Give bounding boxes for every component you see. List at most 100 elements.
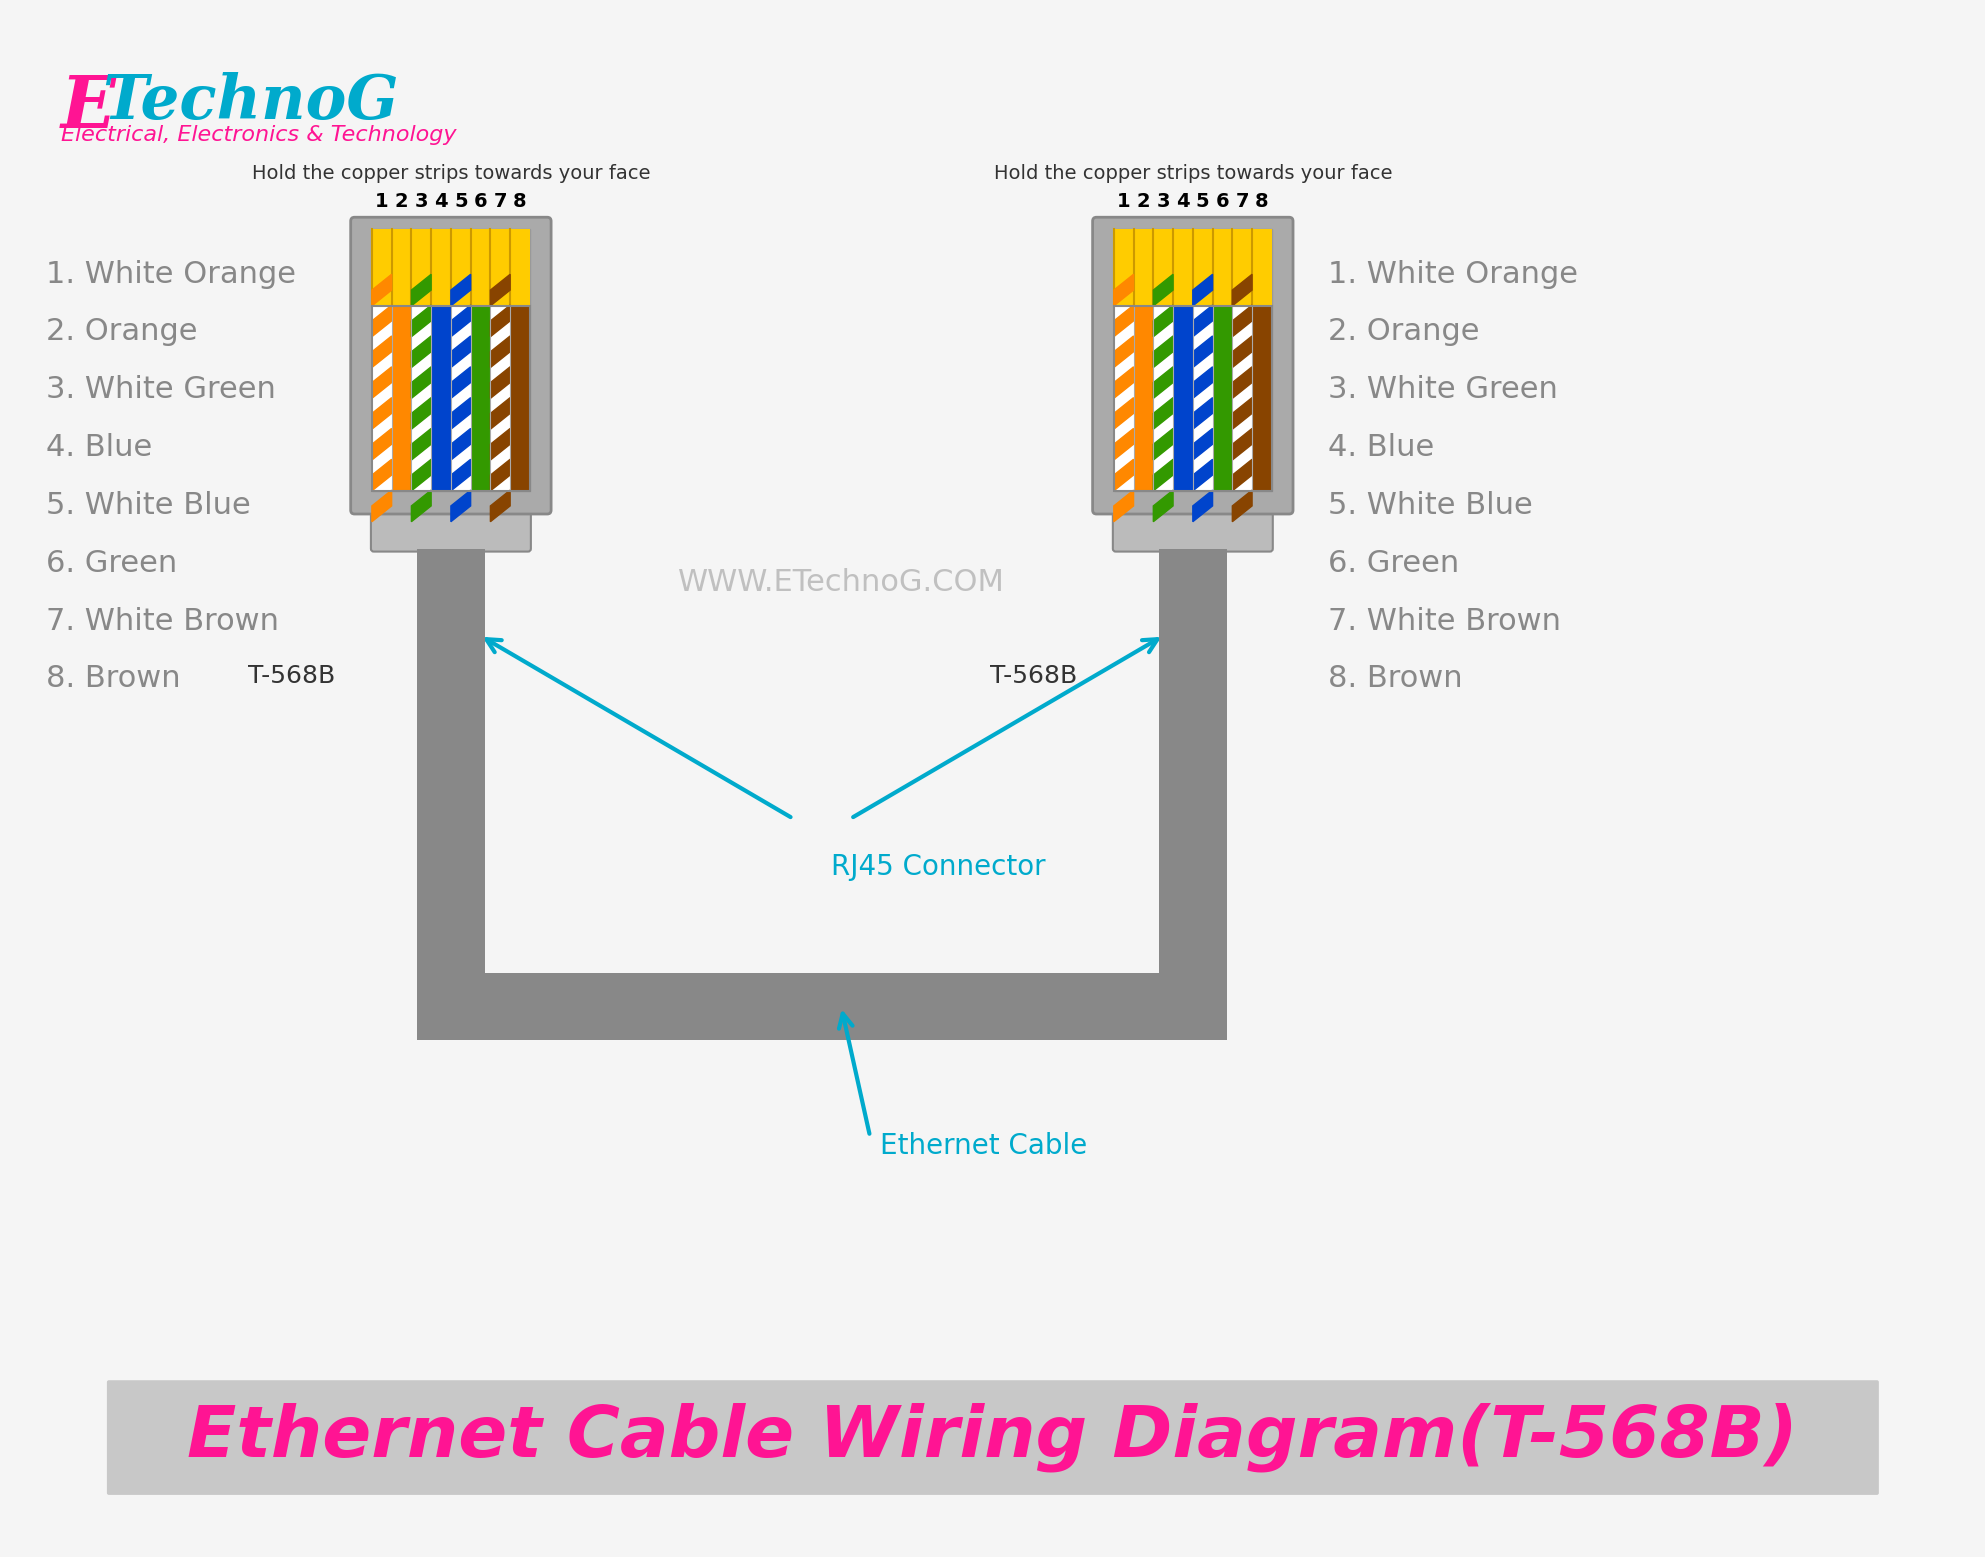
FancyBboxPatch shape (1092, 218, 1292, 514)
Polygon shape (1114, 305, 1133, 336)
Polygon shape (1233, 397, 1253, 430)
Bar (1213, 305, 1233, 490)
Polygon shape (1193, 459, 1213, 490)
FancyBboxPatch shape (1114, 229, 1272, 490)
Text: 3. White Green: 3. White Green (1328, 375, 1558, 405)
Polygon shape (451, 490, 470, 522)
Polygon shape (451, 428, 470, 459)
Text: 1. White Orange: 1. White Orange (46, 260, 296, 288)
Polygon shape (411, 274, 431, 305)
Polygon shape (490, 274, 510, 305)
Polygon shape (1233, 274, 1253, 305)
Polygon shape (411, 397, 431, 430)
Polygon shape (411, 459, 431, 490)
Polygon shape (1233, 336, 1253, 367)
Text: Electrical, Electronics & Technology: Electrical, Electronics & Technology (62, 125, 457, 145)
Polygon shape (490, 428, 510, 459)
Text: 4. Blue: 4. Blue (46, 433, 153, 462)
Polygon shape (451, 274, 470, 305)
Text: 1: 1 (375, 193, 389, 212)
Text: 4: 4 (1177, 193, 1189, 212)
Bar (1114, 305, 1133, 490)
Polygon shape (490, 459, 510, 490)
Text: Hold the copper strips towards your face: Hold the copper strips towards your face (994, 163, 1391, 182)
Polygon shape (1114, 459, 1133, 490)
Polygon shape (451, 336, 470, 367)
Polygon shape (371, 490, 391, 522)
Polygon shape (490, 397, 510, 430)
Text: 3. White Green: 3. White Green (46, 375, 276, 405)
Text: Ethernet Cable Wiring Diagram(T-568B): Ethernet Cable Wiring Diagram(T-568B) (187, 1403, 1798, 1471)
Polygon shape (1193, 397, 1213, 430)
Text: 7. White Brown: 7. White Brown (1328, 607, 1560, 635)
Bar (417, 973, 1227, 1040)
Bar (451, 305, 470, 490)
Polygon shape (1193, 305, 1213, 336)
Polygon shape (1193, 428, 1213, 459)
Polygon shape (1193, 367, 1213, 399)
Polygon shape (1153, 274, 1173, 305)
Polygon shape (411, 305, 431, 336)
FancyBboxPatch shape (371, 508, 530, 551)
Bar (417, 645, 484, 1040)
Polygon shape (1153, 305, 1173, 336)
Text: 5. White Blue: 5. White Blue (1328, 490, 1532, 520)
Bar (1159, 548, 1227, 645)
Bar (1153, 305, 1173, 490)
Text: 6: 6 (1215, 193, 1229, 212)
Text: 3: 3 (1157, 193, 1169, 212)
Polygon shape (1114, 274, 1133, 305)
Bar (1114, 305, 1272, 490)
Polygon shape (1193, 336, 1213, 367)
Bar (431, 305, 451, 490)
FancyBboxPatch shape (107, 1380, 1880, 1495)
Text: 2. Orange: 2. Orange (46, 318, 199, 347)
Polygon shape (1114, 428, 1133, 459)
Polygon shape (1193, 490, 1213, 522)
Polygon shape (371, 428, 391, 459)
Polygon shape (1193, 274, 1213, 305)
FancyBboxPatch shape (351, 218, 552, 514)
Polygon shape (451, 305, 470, 336)
Text: 5: 5 (455, 193, 468, 212)
Bar (391, 305, 411, 490)
Text: 1. White Orange: 1. White Orange (1328, 260, 1578, 288)
Bar (371, 229, 530, 305)
Polygon shape (1233, 490, 1253, 522)
Polygon shape (1114, 336, 1133, 367)
Polygon shape (371, 274, 391, 305)
Polygon shape (1153, 490, 1173, 522)
Bar (1159, 645, 1227, 1040)
Polygon shape (490, 490, 510, 522)
Text: 8. Brown: 8. Brown (46, 665, 181, 693)
Polygon shape (371, 305, 391, 336)
Polygon shape (451, 459, 470, 490)
Polygon shape (1153, 459, 1173, 490)
Text: 2. Orange: 2. Orange (1328, 318, 1479, 347)
Polygon shape (1153, 336, 1173, 367)
Text: 4. Blue: 4. Blue (1328, 433, 1433, 462)
Text: E: E (62, 72, 115, 143)
Polygon shape (371, 397, 391, 430)
Bar (417, 548, 484, 645)
Text: 2: 2 (1137, 193, 1149, 212)
Text: 5: 5 (1195, 193, 1209, 212)
Text: RJ45 Connector: RJ45 Connector (832, 853, 1046, 881)
Bar (1253, 305, 1272, 490)
Text: 6. Green: 6. Green (46, 548, 177, 578)
Text: T-568B: T-568B (248, 665, 335, 688)
Bar (490, 305, 510, 490)
FancyBboxPatch shape (371, 229, 530, 490)
Text: 7. White Brown: 7. White Brown (46, 607, 280, 635)
FancyBboxPatch shape (1114, 508, 1272, 551)
Polygon shape (371, 459, 391, 490)
Polygon shape (1153, 367, 1173, 399)
Bar (510, 305, 530, 490)
Polygon shape (490, 336, 510, 367)
Polygon shape (411, 490, 431, 522)
Polygon shape (1114, 490, 1133, 522)
Text: T-568B: T-568B (991, 665, 1078, 688)
Text: 3: 3 (415, 193, 429, 212)
Polygon shape (1153, 397, 1173, 430)
Polygon shape (1233, 305, 1253, 336)
